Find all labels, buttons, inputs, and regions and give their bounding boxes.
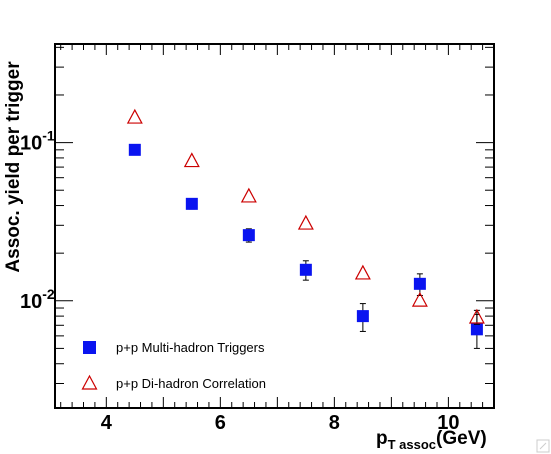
data-point-triangle <box>126 108 143 124</box>
data-point-square <box>356 310 369 323</box>
legend-marker-multi-hadron <box>83 341 96 354</box>
y-axis-title: Assoc. yield per trigger <box>3 61 24 273</box>
data-point-square <box>413 277 426 290</box>
legend: p+p Multi-hadron Triggers p+p Di-hadron … <box>81 340 266 391</box>
data-point-triangle <box>297 214 314 230</box>
series-1 <box>126 108 485 325</box>
plot-frame <box>54 43 495 409</box>
series-0 <box>128 143 483 349</box>
y-tick-label: 10-1 <box>20 128 55 155</box>
tick-labels: 4 6 8 10 10-1 10-2 <box>20 128 460 434</box>
axis-ticks <box>55 44 495 408</box>
data-point-triangle <box>354 264 371 280</box>
data-point-square <box>242 229 255 242</box>
x-tick-label: 8 <box>329 412 340 434</box>
data-point-triangle <box>411 291 428 307</box>
x-axis-title-main: p <box>376 428 388 449</box>
data-point-square <box>185 197 198 210</box>
x-axis-title-subscript: T assoc <box>388 437 436 452</box>
x-tick-label: 4 <box>101 412 113 434</box>
data-point-triangle <box>468 308 485 324</box>
legend-label-multi-hadron: p+p Multi-hadron Triggers <box>116 340 265 355</box>
x-tick-label: 10 <box>437 412 459 434</box>
legend-marker-di-hadron <box>81 374 98 390</box>
x-axis-title-unit: (GeV) <box>436 428 487 449</box>
data-point-square <box>470 323 483 336</box>
data-point-square <box>128 143 141 156</box>
x-axis-title: pT assoc(GeV) <box>376 428 487 452</box>
data-point-square <box>299 263 312 276</box>
data-marks <box>126 108 485 349</box>
y-tick-label: 10-2 <box>20 286 55 313</box>
corner-resize-glyph <box>536 439 550 453</box>
data-point-triangle <box>183 152 200 168</box>
x-tick-label: 6 <box>215 412 226 434</box>
legend-label-di-hadron: p+p Di-hadron Correlation <box>116 376 266 391</box>
data-point-triangle <box>240 187 257 203</box>
